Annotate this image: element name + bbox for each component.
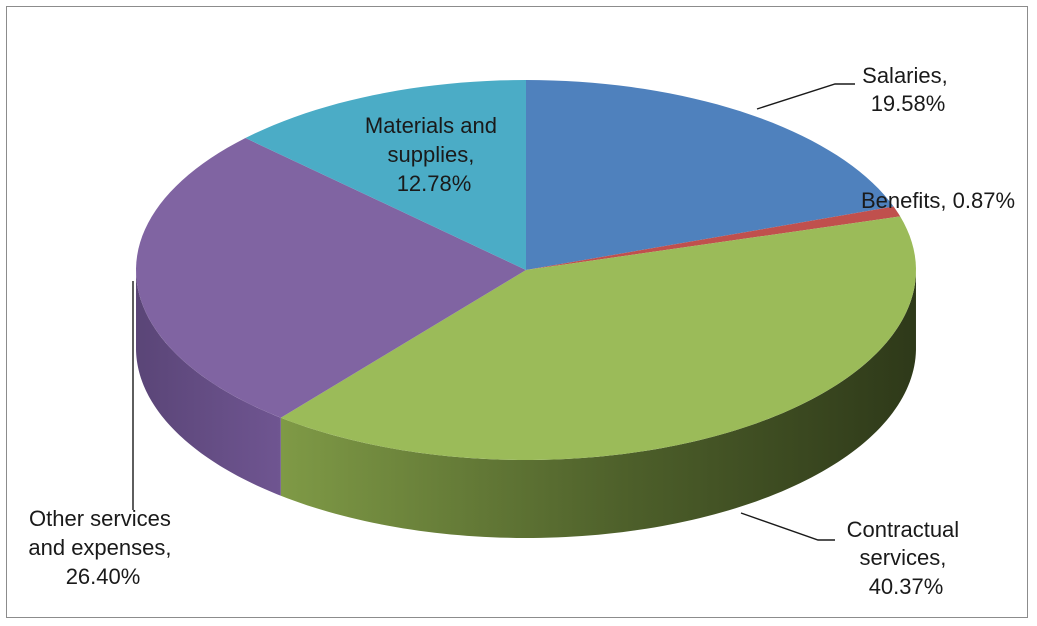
pie-slice-materials-supplies bbox=[245, 80, 527, 270]
data-label-salaries: Salaries, 19.58% bbox=[862, 63, 954, 116]
pie-slice-other-services bbox=[136, 138, 526, 418]
data-label-other-line-2: and expenses, bbox=[28, 535, 171, 560]
data-label-contractual-line-2: services, bbox=[860, 545, 947, 570]
leader-lines bbox=[132, 83, 855, 541]
data-label-other-line-1: Other services bbox=[29, 506, 171, 531]
data-label-contractual-line-3: 40.37% bbox=[869, 574, 944, 599]
pie-slice-contractual-services bbox=[280, 216, 916, 460]
data-label-other-line-3: 26.40% bbox=[66, 564, 141, 589]
pie-top bbox=[136, 80, 916, 460]
leader-line-salaries bbox=[756, 83, 855, 110]
data-label-contractual-services: Contractual services, 40.37% bbox=[847, 517, 966, 599]
data-label-materials-line-3: 12.78% bbox=[397, 171, 472, 196]
data-label-salaries-line-1: Salaries, bbox=[862, 63, 948, 88]
data-label-benefits-line-1: Benefits, 0.87% bbox=[861, 188, 1015, 213]
data-label-materials-line-2: supplies, bbox=[388, 142, 475, 167]
data-label-salaries-line-2: 19.58% bbox=[871, 91, 946, 116]
data-label-other-services: Other services and expenses, 26.40% bbox=[28, 506, 177, 589]
data-labels: Salaries, 19.58% Benefits, 0.87% Contrac… bbox=[28, 63, 1015, 599]
data-label-contractual-line-1: Contractual bbox=[847, 517, 960, 542]
pie-side-other-services bbox=[136, 271, 281, 496]
data-label-benefits: Benefits, 0.87% bbox=[861, 188, 1015, 213]
pie-side-contractual-services bbox=[280, 271, 916, 538]
pie-slice-benefits bbox=[526, 206, 901, 270]
data-label-materials-supplies: Materials and supplies, 12.78% bbox=[365, 113, 503, 196]
data-label-materials-line-1: Materials and bbox=[365, 113, 497, 138]
pie-slice-salaries bbox=[526, 80, 894, 270]
leader-line-contractual bbox=[740, 512, 835, 541]
pie-sides bbox=[136, 271, 916, 538]
